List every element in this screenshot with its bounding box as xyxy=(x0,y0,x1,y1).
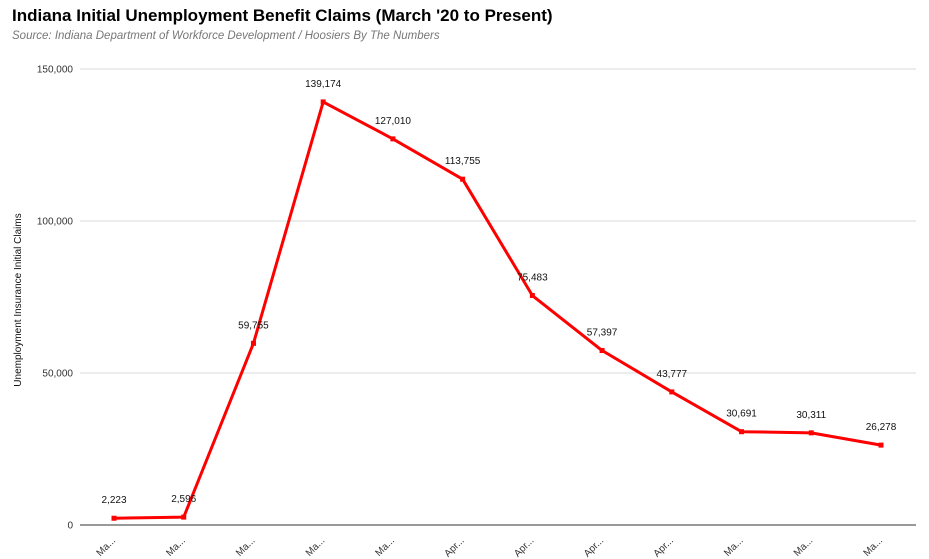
data-label: 59,755 xyxy=(238,320,269,331)
x-tick-label: Ma... xyxy=(304,535,328,559)
data-point xyxy=(181,514,187,520)
x-tick-label: Apr... xyxy=(512,535,536,559)
y-tick-label: 0 xyxy=(67,521,73,532)
data-label: 127,010 xyxy=(375,116,412,127)
x-tick-label: Ma... xyxy=(374,535,398,559)
series-line-group xyxy=(111,99,884,521)
data-point xyxy=(669,389,675,395)
data-label: 2,596 xyxy=(171,494,196,505)
x-axis-ticks: Ma... Ma... Ma... Ma... Ma... Apr... Apr... Apr… xyxy=(95,535,886,559)
data-label: 26,278 xyxy=(866,422,897,433)
x-tick-label: Ma... xyxy=(164,535,188,559)
x-tick-label: Apr... xyxy=(442,535,466,559)
data-label: 2,223 xyxy=(101,495,126,506)
data-point xyxy=(390,136,396,142)
y-tick-label: 150,000 xyxy=(37,65,74,76)
x-tick-label: Apr... xyxy=(582,535,606,559)
data-label: 30,691 xyxy=(726,409,757,420)
data-label: 75,483 xyxy=(517,273,548,284)
data-label: 30,311 xyxy=(796,410,826,421)
data-labels: 2,223 2,596 59,755 139,174 127,010 113,755 75,… xyxy=(101,79,896,506)
data-point xyxy=(739,429,745,435)
data-point xyxy=(460,176,466,182)
y-tick-label: 50,000 xyxy=(42,369,73,380)
x-tick-label: Ma... xyxy=(234,535,258,559)
gridlines xyxy=(80,68,916,526)
data-label: 57,397 xyxy=(587,328,618,339)
data-point xyxy=(599,348,605,354)
chart-subtitle: Source: Indiana Department of Workforce … xyxy=(12,30,440,42)
chart-title: Indiana Initial Unemployment Benefit Cla… xyxy=(12,6,553,25)
data-point xyxy=(320,99,326,105)
y-axis-ticks: 0 50,000 100,000 150,000 xyxy=(37,65,74,532)
x-tick-label: Ma... xyxy=(95,535,119,559)
x-tick-label: Ma... xyxy=(722,535,746,559)
data-point xyxy=(529,293,535,299)
x-tick-label: Ma... xyxy=(862,535,886,559)
data-label: 43,777 xyxy=(657,369,688,380)
y-tick-label: 100,000 xyxy=(37,217,74,228)
x-tick-label: Apr... xyxy=(652,535,676,559)
data-point xyxy=(808,430,814,436)
x-tick-label: Ma... xyxy=(792,535,816,559)
data-label: 113,755 xyxy=(445,156,481,167)
data-point xyxy=(878,442,884,448)
series-line xyxy=(113,100,882,520)
data-point xyxy=(250,340,256,346)
data-label: 139,174 xyxy=(305,79,342,90)
y-axis-label: Unemployment Insurance Initial Claims xyxy=(13,213,24,386)
data-point xyxy=(111,515,117,521)
